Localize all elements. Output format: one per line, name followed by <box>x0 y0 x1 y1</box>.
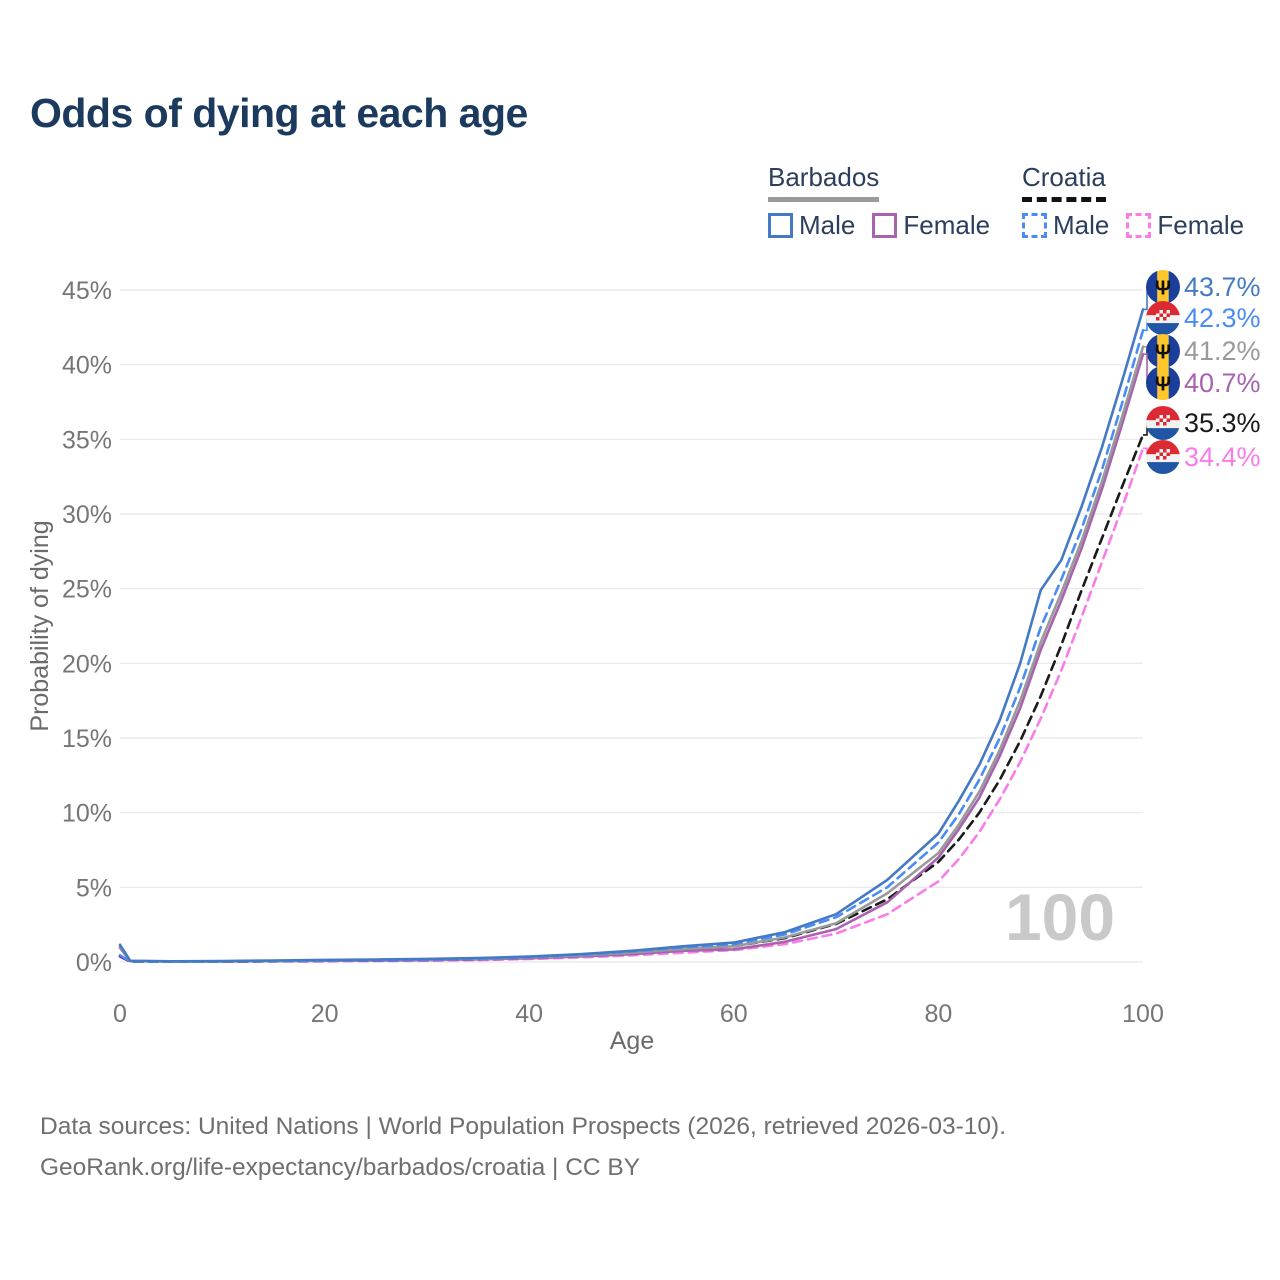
legend-row-barbados: Male Female <box>768 210 990 241</box>
end-label-croatia-total: 35.3% <box>1143 406 1261 440</box>
x-tick-label: 100 <box>1122 1000 1164 1028</box>
x-tick-label: 80 <box>924 1000 952 1028</box>
end-label-croatia-female: 34.4% <box>1143 440 1261 474</box>
legend-item-barbados-male[interactable]: Male <box>768 210 855 241</box>
end-label-value: 35.3% <box>1184 408 1261 438</box>
legend-label: Female <box>1157 210 1245 240</box>
legend-item-barbados-female[interactable]: Female <box>872 210 990 241</box>
y-tick-label: 25% <box>62 576 112 604</box>
y-tick-label: 20% <box>62 650 112 678</box>
x-tick-label: 60 <box>720 1000 748 1028</box>
y-tick-label: 35% <box>62 426 112 454</box>
hover-age-watermark: 100 <box>1005 880 1115 954</box>
croatia-male-swatch-icon <box>1022 213 1047 238</box>
series-line-barbados-female[interactable] <box>118 352 1145 963</box>
barbados-male-swatch-icon <box>768 213 793 238</box>
x-tick-label: 20 <box>311 1000 339 1028</box>
page-title: Odds of dying at each age <box>30 90 528 136</box>
croatia-flag-icon <box>1146 406 1180 440</box>
source-line-1: Data sources: United Nations | World Pop… <box>40 1113 1007 1140</box>
end-label-value: 43.7% <box>1184 272 1261 302</box>
croatia-flag-icon <box>1146 440 1180 474</box>
barbados-female-swatch-icon <box>872 213 898 238</box>
end-label-value: 34.4% <box>1184 442 1261 472</box>
barbados-flag-icon: Ψ <box>1146 334 1180 368</box>
series-line-croatia-male[interactable] <box>118 328 1145 964</box>
legend-title-croatia[interactable]: Croatia <box>1022 162 1106 202</box>
series-line-barbados-male[interactable] <box>118 308 1145 963</box>
legend-item-croatia-female[interactable]: Female <box>1126 210 1244 241</box>
series-line-croatia-female[interactable] <box>118 446 1145 964</box>
end-label-barbados-total: Ψ 41.2% <box>1143 334 1261 368</box>
end-label-value: 42.3% <box>1184 303 1261 333</box>
y-tick-label: 5% <box>76 874 112 902</box>
legend-group-barbados: Barbados Male Female <box>768 162 990 241</box>
barbados-flag-icon: Ψ <box>1146 366 1180 400</box>
legend-label: Female <box>903 210 991 240</box>
svg-text:Ψ: Ψ <box>1155 374 1171 396</box>
svg-text:Ψ: Ψ <box>1155 342 1171 364</box>
end-label-value: 40.7% <box>1184 368 1261 398</box>
x-tick-label: 0 <box>113 1000 127 1028</box>
legend-title-barbados[interactable]: Barbados <box>768 162 880 202</box>
legend-label: Male <box>799 210 856 240</box>
croatia-female-swatch-icon <box>1126 213 1152 238</box>
source-line-2[interactable]: GeoRank.org/life-expectancy/barbados/cro… <box>40 1154 641 1181</box>
x-tick-label: 40 <box>515 1000 543 1028</box>
x-axis-title: Age <box>610 1027 654 1055</box>
legend-item-croatia-male[interactable]: Male <box>1022 210 1109 241</box>
source-note: Data sources: United Nations | World Pop… <box>40 1106 1006 1188</box>
end-label-barbados-female: Ψ 40.7% <box>1143 353 1261 400</box>
y-tick-label: 0% <box>76 949 112 977</box>
svg-text:Ψ: Ψ <box>1155 278 1171 300</box>
legend-label: Male <box>1053 210 1110 240</box>
y-tick-label: 10% <box>62 800 112 828</box>
y-tick-label: 15% <box>62 725 112 753</box>
end-label-barbados-male: Ψ 43.7% <box>1143 270 1261 311</box>
y-tick-label: 30% <box>62 501 112 529</box>
y-axis-title: Probability of dying <box>26 520 54 731</box>
end-label-value: 41.2% <box>1184 336 1261 366</box>
legend-group-croatia: Croatia Male Female <box>1022 162 1244 241</box>
legend-row-croatia: Male Female <box>1022 210 1244 241</box>
croatia-flag-icon <box>1146 301 1180 335</box>
barbados-flag-icon: Ψ <box>1146 270 1180 304</box>
end-label-croatia-male: 42.3% <box>1143 301 1261 335</box>
y-tick-label: 45% <box>62 277 112 305</box>
y-tick-label: 40% <box>62 352 112 380</box>
